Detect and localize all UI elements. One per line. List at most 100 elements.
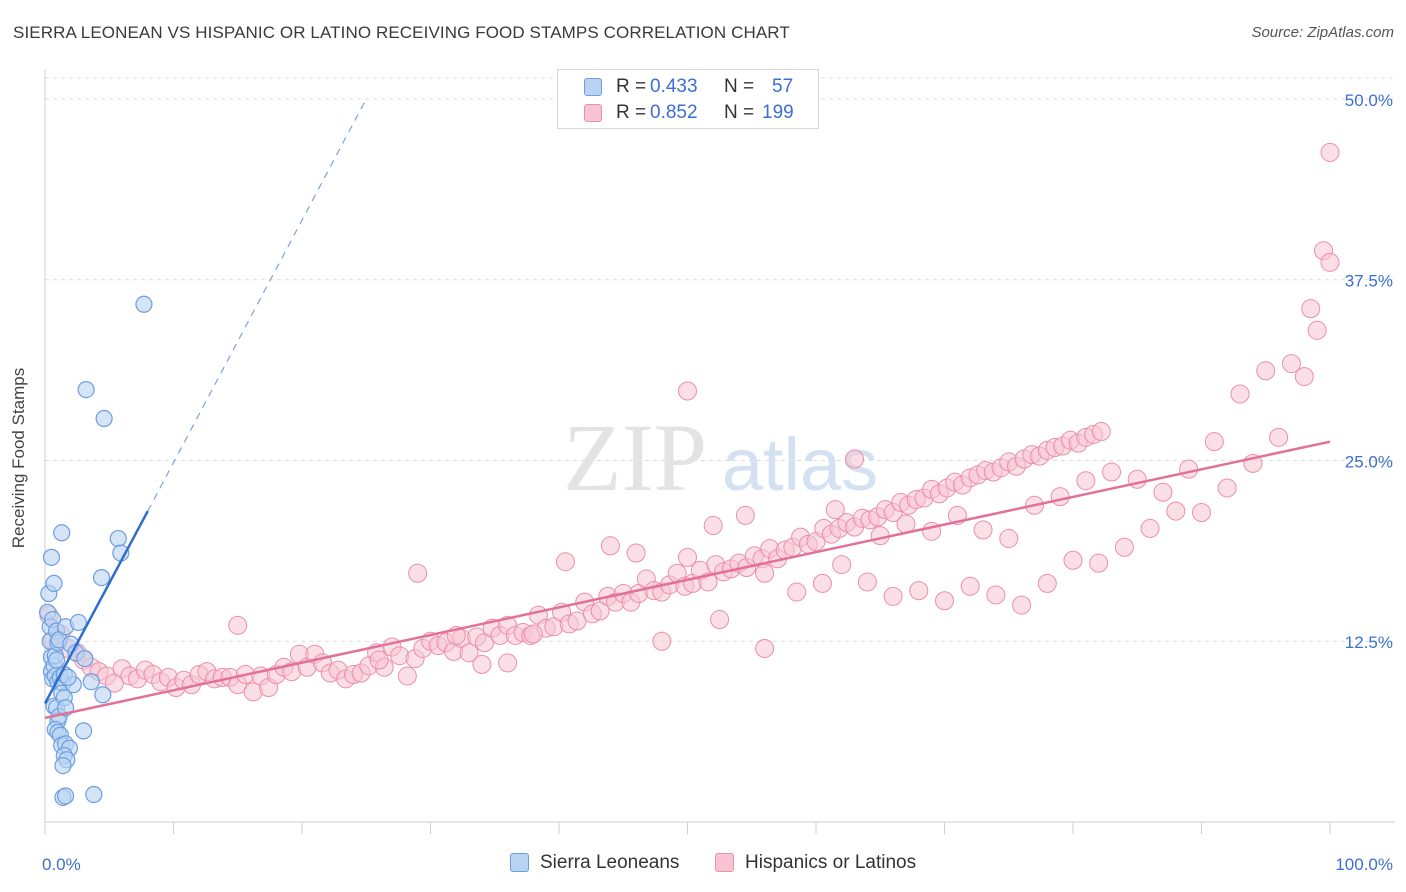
hispanic-point: [1192, 503, 1211, 523]
hispanic-point: [390, 646, 410, 666]
hispanic-point: [1089, 553, 1109, 573]
sierra-leonean-trend-extension: [147, 98, 367, 512]
hispanic-point: [909, 581, 929, 601]
y-tick-label: 12.5%: [1345, 633, 1393, 652]
hispanic-point: [1230, 384, 1250, 404]
x-tick-label-max: 100.0%: [1335, 855, 1393, 874]
sierra-leonean-point: [135, 295, 153, 313]
hispanic-point: [1140, 518, 1160, 538]
sierra-leonean-point: [85, 785, 103, 804]
hispanic-point: [960, 576, 980, 596]
hispanic-point: [626, 543, 646, 563]
hispanic-point: [1301, 299, 1321, 319]
legend-row-sierra-leonean: R = 0.433 N = 57: [558, 75, 818, 101]
hispanic-point: [1256, 361, 1276, 381]
legend-n-value: 199: [762, 102, 794, 123]
hispanic-point: [652, 631, 672, 651]
hispanic-point: [1091, 422, 1111, 442]
sierra-leonean-point: [45, 574, 63, 592]
hispanic-point: [1037, 573, 1057, 593]
hispanic-point: [228, 615, 248, 635]
hispanic-point: [703, 516, 723, 536]
legend-r-label: R =: [616, 102, 647, 123]
hispanic-point: [1281, 354, 1301, 374]
hispanic-point: [1204, 432, 1224, 452]
hispanic-point: [710, 610, 730, 630]
legend-label: Sierra Leoneans: [540, 852, 680, 873]
sierra-leonean-point: [56, 787, 75, 805]
hispanic-point: [735, 505, 755, 525]
hispanic-point: [1320, 142, 1340, 162]
y-tick-label: 50.0%: [1345, 91, 1393, 110]
hispanic-point: [1307, 320, 1327, 340]
sierra-leonean-trend-line: [43, 510, 149, 705]
hispanic-point: [973, 520, 993, 540]
hispanic-point: [678, 547, 697, 567]
hispanic-point: [935, 591, 954, 611]
legend-swatch-blue: [584, 78, 602, 96]
legend-r-label: R =: [616, 76, 647, 97]
tick-labels: 12.5% 25.0% 37.5% 50.0% 0.0% 100.0%: [42, 91, 1393, 874]
hispanic-point: [825, 500, 845, 520]
sierra-leonean-point: [92, 568, 111, 587]
hispanic-point: [1179, 459, 1199, 479]
hispanic-point: [755, 563, 775, 583]
hispanic-point: [787, 582, 807, 602]
y-tick-label: 25.0%: [1345, 452, 1393, 471]
hispanic-point: [812, 573, 832, 593]
axes: [44, 70, 1395, 834]
hispanic-point: [523, 624, 543, 644]
hispanic-point: [1012, 595, 1032, 615]
legend-n-label: N =: [724, 102, 755, 123]
hispanic-point: [1076, 471, 1096, 491]
hispanic-point: [1217, 478, 1237, 498]
sierra-leonean-point: [109, 529, 127, 548]
sierra-leonean-point: [47, 651, 66, 669]
hispanic-point: [567, 611, 587, 631]
sierra-leonean-point: [74, 722, 93, 740]
sierra-leonean-point: [42, 548, 61, 566]
hispanic-point: [1153, 482, 1173, 502]
sierra-leonean-point: [94, 686, 112, 704]
hispanic-point: [845, 449, 865, 469]
legend-swatch-pink: [715, 853, 734, 872]
sierra-leonean-point: [95, 409, 113, 428]
hispanic-point: [459, 643, 479, 663]
hispanic-point: [1320, 252, 1340, 272]
sierra-leonean-point: [82, 673, 100, 691]
correlation-legend: R = 0.433 N = 57 R = 0.852 N = 199: [557, 69, 819, 129]
hispanic-point: [369, 650, 389, 670]
legend-r-value: 0.433: [650, 76, 698, 97]
sierra-leonean-point: [77, 381, 95, 399]
hispanic-point: [498, 653, 518, 673]
hispanic-point: [1114, 537, 1134, 557]
hispanic-point: [472, 654, 492, 674]
legend-label: Hispanics or Latinos: [745, 852, 917, 873]
hispanic-point: [397, 666, 417, 686]
legend-n-label: N =: [724, 76, 755, 97]
legend-swatch-blue: [510, 853, 529, 872]
hispanic-point: [1063, 550, 1083, 570]
sierra-leonean-point: [54, 756, 72, 775]
hispanic-point: [555, 552, 575, 572]
hispanic-point: [832, 555, 852, 575]
chart-title: SIERRA LEONEAN VS HISPANIC OR LATINO REC…: [13, 23, 790, 42]
sierra-leonean-point: [69, 613, 88, 632]
x-tick-label-min: 0.0%: [42, 855, 81, 874]
hispanic-point: [857, 572, 877, 592]
watermark: ZIP atlas: [563, 404, 878, 511]
hispanic-point: [1269, 427, 1289, 447]
hispanic-point: [1166, 501, 1186, 521]
sierra-leonean-point: [53, 524, 71, 542]
source-label: Source: ZipAtlas.com: [1251, 24, 1394, 41]
trend-lines: [43, 98, 1331, 720]
y-tick-label: 37.5%: [1345, 272, 1393, 291]
hispanic-point: [999, 529, 1019, 549]
sierra-leonean-points: [38, 295, 153, 807]
hispanic-point: [1050, 487, 1070, 507]
hispanic-point: [986, 585, 1006, 605]
hispanic-point: [1102, 462, 1122, 482]
legend-row-hispanic: R = 0.852 N = 199: [558, 101, 818, 127]
legend-swatch-pink: [584, 104, 602, 122]
